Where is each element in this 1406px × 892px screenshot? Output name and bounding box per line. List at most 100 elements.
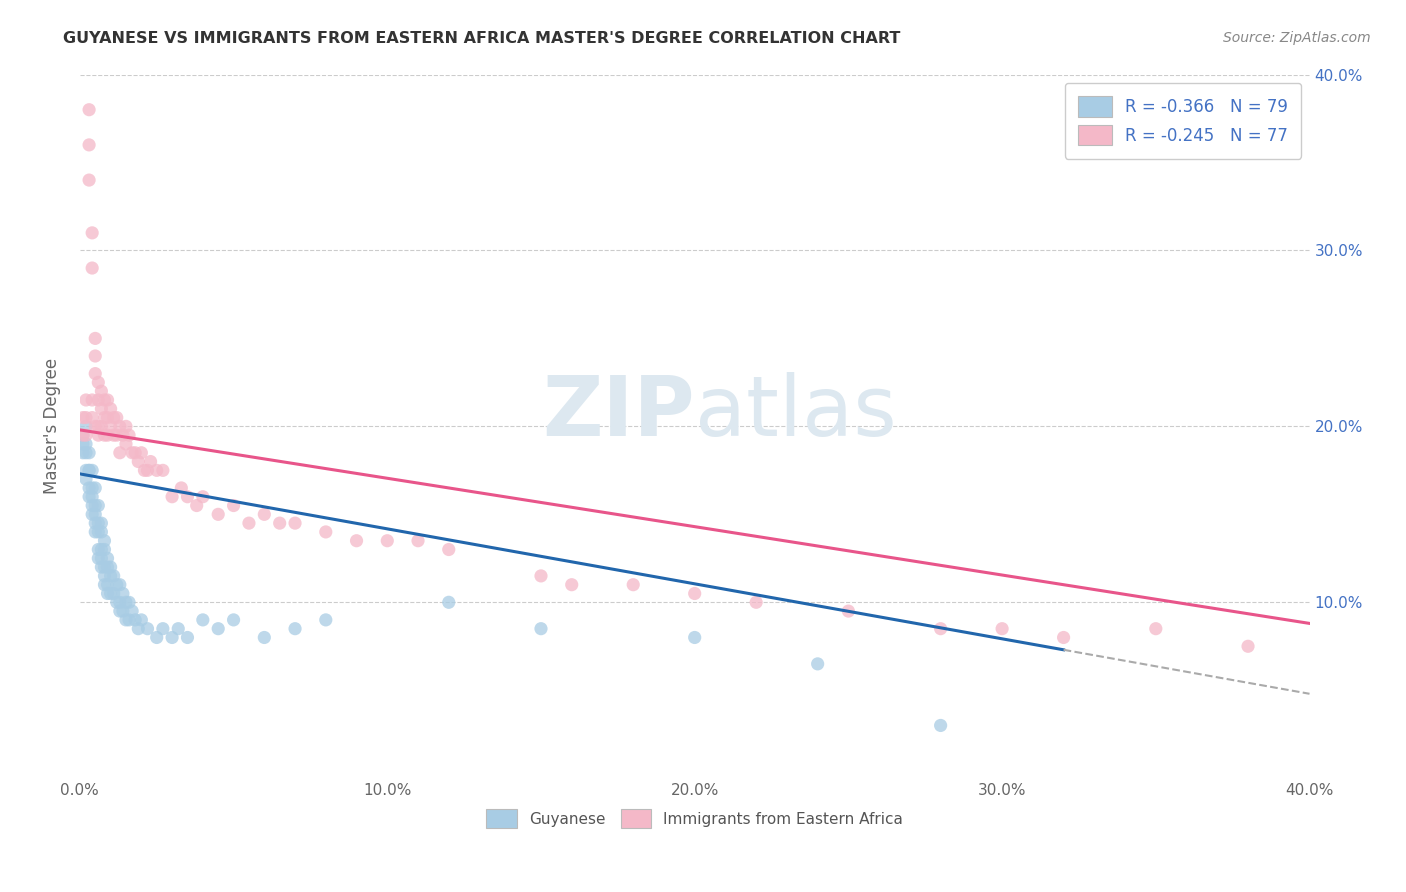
Point <box>82 499 104 513</box>
Point <box>253 631 276 645</box>
Point <box>176 631 198 645</box>
Point <box>105 577 128 591</box>
Point <box>160 631 183 645</box>
Point <box>111 604 134 618</box>
Point <box>929 622 952 636</box>
Point <box>93 410 115 425</box>
Point <box>96 410 118 425</box>
Point <box>72 410 94 425</box>
Point <box>145 463 167 477</box>
Point <box>1237 640 1260 654</box>
Point <box>82 410 104 425</box>
Point <box>105 595 128 609</box>
Point <box>90 419 112 434</box>
Point <box>84 508 107 522</box>
Point <box>82 392 104 407</box>
Point <box>72 446 94 460</box>
Point <box>72 428 94 442</box>
Point <box>96 577 118 591</box>
Point <box>284 516 307 530</box>
Point <box>90 401 112 416</box>
Point <box>131 613 153 627</box>
Point <box>530 622 553 636</box>
Point <box>87 516 110 530</box>
Point <box>75 428 97 442</box>
Point <box>621 577 644 591</box>
Point <box>100 560 122 574</box>
Point <box>75 446 97 460</box>
Point <box>75 410 97 425</box>
Point <box>100 586 122 600</box>
Point <box>121 446 143 460</box>
Point <box>82 490 104 504</box>
Point <box>84 367 107 381</box>
Point <box>77 103 100 117</box>
Point <box>87 542 110 557</box>
Point <box>115 595 138 609</box>
Point <box>375 533 398 548</box>
Point <box>87 524 110 539</box>
Point <box>222 613 245 627</box>
Point <box>77 137 100 152</box>
Point <box>100 419 122 434</box>
Point <box>176 490 198 504</box>
Point <box>152 463 174 477</box>
Point <box>191 613 214 627</box>
Point <box>108 604 131 618</box>
Point <box>186 499 208 513</box>
Point <box>222 499 245 513</box>
Point <box>131 446 153 460</box>
Point <box>108 419 131 434</box>
Point <box>75 472 97 486</box>
Point <box>72 437 94 451</box>
Point <box>90 516 112 530</box>
Point <box>103 569 125 583</box>
Point <box>108 577 131 591</box>
Point <box>93 533 115 548</box>
Point <box>929 718 952 732</box>
Y-axis label: Master's Degree: Master's Degree <box>44 359 60 494</box>
Point <box>87 499 110 513</box>
Point <box>84 481 107 495</box>
Point <box>346 533 368 548</box>
Point <box>84 331 107 345</box>
Point <box>136 622 159 636</box>
Text: atlas: atlas <box>695 372 897 453</box>
Point <box>103 586 125 600</box>
Point <box>93 428 115 442</box>
Text: GUYANESE VS IMMIGRANTS FROM EASTERN AFRICA MASTER'S DEGREE CORRELATION CHART: GUYANESE VS IMMIGRANTS FROM EASTERN AFRI… <box>63 31 901 46</box>
Point <box>139 454 162 468</box>
Point <box>84 499 107 513</box>
Point <box>115 437 138 451</box>
Point <box>75 419 97 434</box>
Point <box>84 349 107 363</box>
Point <box>170 481 193 495</box>
Point <box>96 392 118 407</box>
Point <box>127 622 149 636</box>
Point <box>745 595 768 609</box>
Point <box>253 508 276 522</box>
Point <box>82 481 104 495</box>
Point <box>136 463 159 477</box>
Point <box>87 392 110 407</box>
Point <box>1144 622 1167 636</box>
Point <box>683 631 706 645</box>
Point <box>108 595 131 609</box>
Point <box>75 392 97 407</box>
Point <box>93 392 115 407</box>
Point <box>93 569 115 583</box>
Point <box>87 551 110 566</box>
Point <box>145 631 167 645</box>
Point <box>1052 631 1074 645</box>
Point <box>167 622 190 636</box>
Point <box>284 622 307 636</box>
Point <box>96 551 118 566</box>
Point <box>90 524 112 539</box>
Point <box>100 401 122 416</box>
Point <box>96 560 118 574</box>
Point <box>77 481 100 495</box>
Point <box>84 419 107 434</box>
Point <box>118 595 141 609</box>
Point <box>100 569 122 583</box>
Point <box>82 463 104 477</box>
